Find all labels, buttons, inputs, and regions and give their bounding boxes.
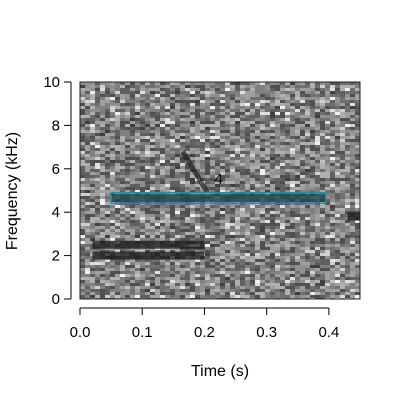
detection-box [110,191,327,205]
x-tick-label: 0.4 [318,324,339,341]
spectral-band-0 [111,194,326,203]
x-tick-label: 0.0 [70,324,91,341]
y-tick-label: 2 [52,248,60,265]
spectral-band-1 [92,240,205,249]
detection-box-group: 4 [110,171,327,205]
spectrogram-heatmap [80,82,360,299]
y-axis-title: Frequency (kHz) [4,132,21,250]
y-tick-label: 4 [52,204,60,221]
spectrogram-features [92,150,360,260]
spectral-streak-4 [180,150,210,194]
spectral-band-2 [92,251,205,260]
detection-box-label: 4 [214,171,222,188]
x-tick-label: 0.1 [132,324,153,341]
axes: 0.0 0.1 0.2 0.3 0.4 0 2 4 6 8 10 [43,74,339,341]
y-tick-label: 0 [52,291,60,308]
y-tick-label: 8 [52,117,60,134]
x-tick-label: 0.3 [256,324,277,341]
x-tick-label: 0.2 [194,324,215,341]
y-tick-label: 6 [52,161,60,178]
spectral-band-3 [347,212,360,221]
plot-frame [79,81,361,300]
heatmap-noise [80,82,360,299]
heatmap-noise [80,82,360,299]
y-tick-label: 10 [43,74,60,91]
x-axis-title: Time (s) [191,363,249,380]
heatmap-noise [80,82,360,299]
